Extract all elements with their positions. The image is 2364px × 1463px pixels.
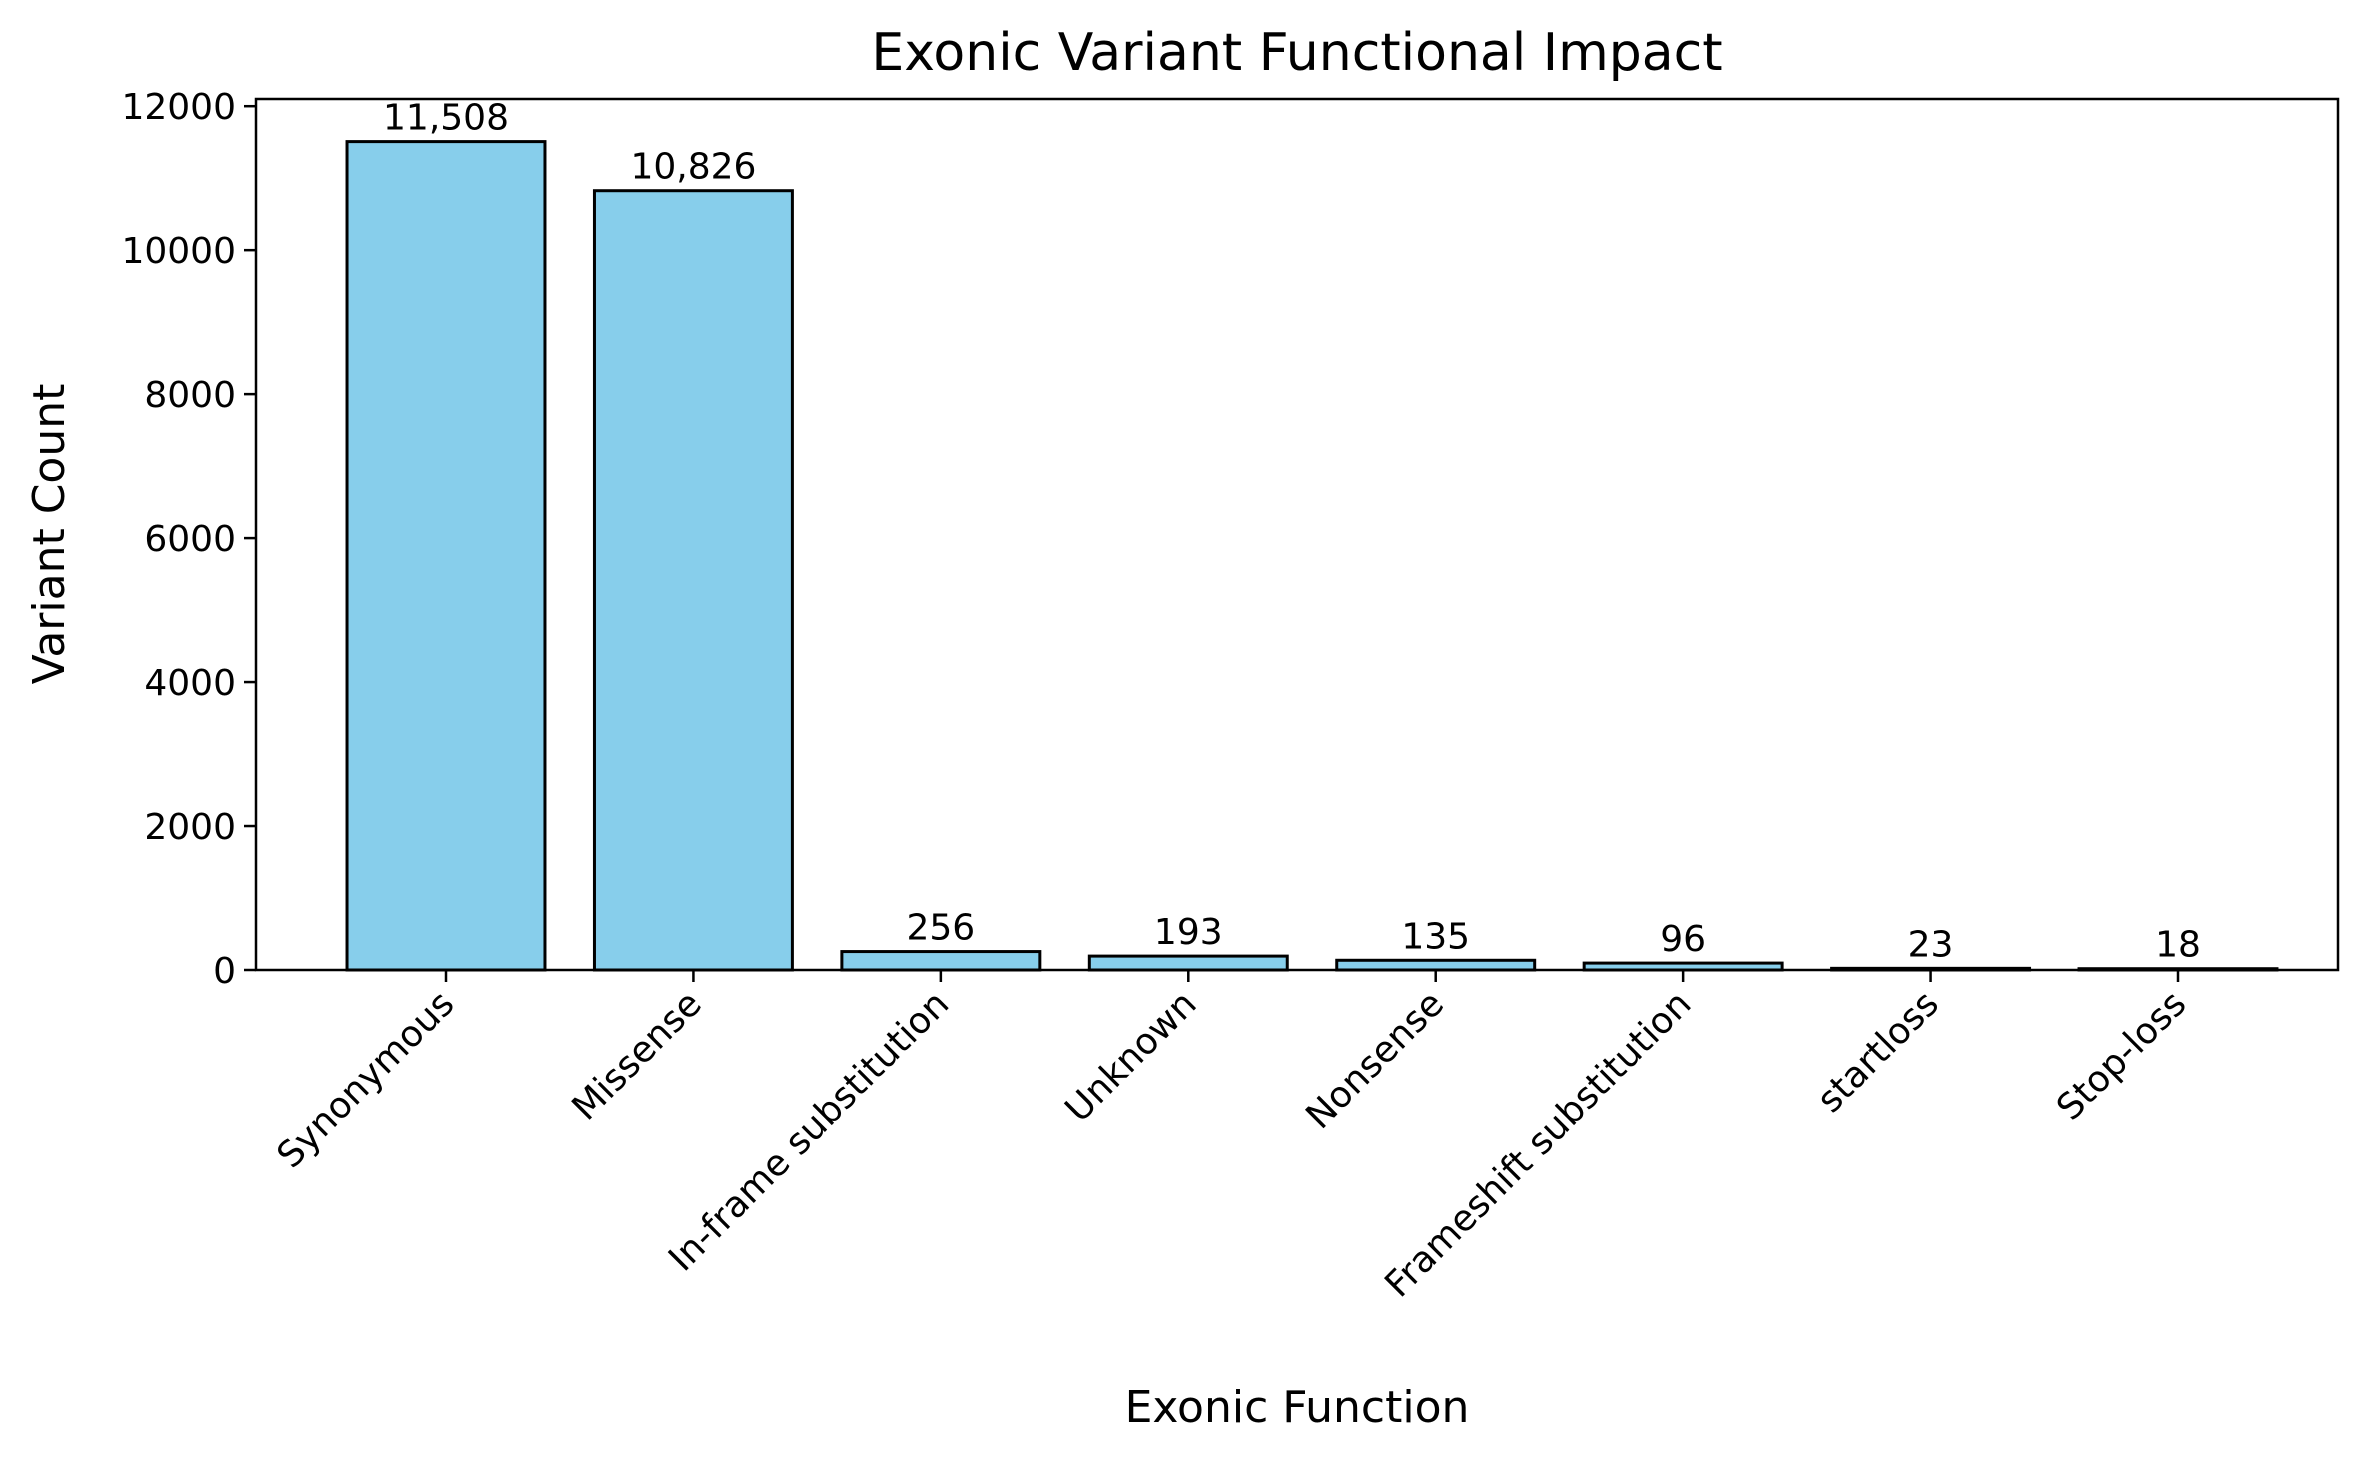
y-tick-label-2: 4000 (144, 663, 236, 704)
x-axis-label: Exonic Function (1125, 1382, 1470, 1433)
data-label-3: 193 (1154, 912, 1223, 953)
data-label-0: 11,508 (383, 98, 509, 139)
y-tick-label-5: 10000 (121, 231, 236, 272)
chart-title: Exonic Variant Functional Impact (871, 23, 1722, 83)
data-label-6: 23 (1908, 924, 1954, 965)
bar-2 (840, 950, 1042, 972)
data-label-4: 135 (1401, 916, 1470, 957)
data-label-1: 10,826 (630, 147, 756, 188)
bar-4 (1335, 958, 1537, 972)
data-label-7: 18 (2155, 925, 2201, 966)
plot-area-frame (254, 97, 2340, 972)
data-label-5: 96 (1660, 919, 1706, 960)
y-tick-label-0: 0 (213, 951, 236, 992)
bar-0 (345, 140, 547, 972)
y-axis-label: Variant Count (24, 384, 75, 685)
bar-3 (1087, 954, 1289, 972)
y-tick-label-4: 8000 (144, 375, 236, 416)
y-tick-label-6: 12000 (121, 87, 236, 128)
y-tick-label-1: 2000 (144, 807, 236, 848)
data-labels-group: 11,508 10,826 256 193 135 96 23 18 (383, 98, 2201, 966)
y-axis-ticks: 0 2000 4000 6000 8000 10000 12000 (121, 87, 256, 992)
data-label-2: 256 (906, 908, 975, 949)
bar-1 (592, 189, 794, 972)
y-tick-label-3: 6000 (144, 519, 236, 560)
